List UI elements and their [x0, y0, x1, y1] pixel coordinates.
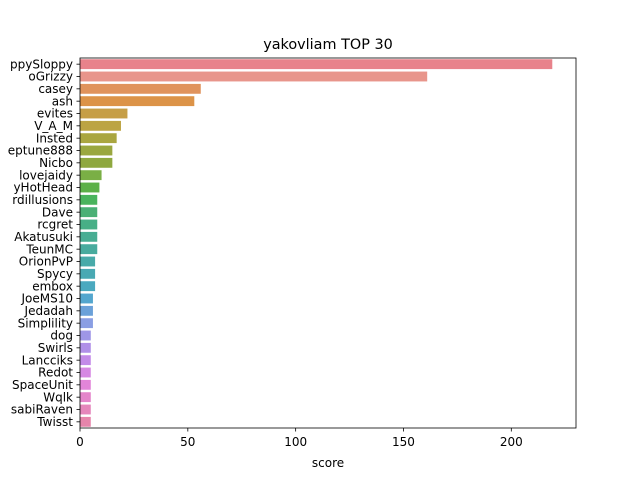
bar-rcgret [80, 219, 98, 230]
y-tick-label: V_A_M [34, 119, 73, 133]
bar-v-a-m [80, 120, 121, 131]
bar-eptune888 [80, 145, 113, 156]
bar-swirls [80, 342, 91, 353]
y-tick-labels: ppySloppyoGrizzycaseyashevitesV_A_MInste… [8, 57, 80, 429]
bar-redot [80, 367, 91, 378]
y-tick-label: SpaceUnit [12, 378, 73, 392]
y-tick-label: Lancciks [22, 353, 73, 367]
y-tick-label: eptune888 [8, 144, 73, 158]
bar-akatusuki [80, 231, 98, 242]
y-tick-label: Swirls [38, 341, 73, 355]
bar-wqlk [80, 392, 91, 403]
bar-jedadah [80, 305, 93, 316]
bar-ppysloppy [80, 59, 553, 70]
bar-simplility [80, 318, 93, 329]
bar-teunmc [80, 244, 98, 255]
axes-frame [79, 57, 577, 429]
bar-sabiraven [80, 404, 91, 415]
x-tick-label: 0 [76, 435, 84, 449]
bar-dog [80, 330, 91, 341]
y-tick-label: oGrizzy [28, 70, 73, 84]
bar-embox [80, 281, 96, 292]
x-ticks: 0 50 100 150 200 [76, 428, 523, 449]
bar-spycy [80, 268, 96, 279]
bar-casey [80, 83, 201, 94]
y-tick-label: Nicbo [39, 156, 73, 170]
y-tick-label: lovejaidy [19, 168, 73, 182]
y-tick-label: dog [50, 329, 73, 343]
y-tick-label: Spycy [37, 267, 73, 281]
bar-ogrizzy [80, 71, 428, 82]
y-tick-label: casey [38, 82, 73, 96]
y-tick-label: Redot [38, 366, 73, 380]
y-tick-label: Dave [42, 205, 73, 219]
y-tick-label: ppySloppy [10, 57, 73, 71]
y-tick-label: Twisst [36, 415, 73, 429]
bar-ash [80, 96, 195, 107]
bars-group [80, 59, 553, 427]
bar-rdillusions [80, 194, 98, 205]
y-tick-label: embox [32, 279, 73, 293]
y-tick-label: yHotHead [13, 181, 73, 195]
y-tick-label: Jedadah [24, 304, 73, 318]
y-tick-label: Insted [36, 131, 73, 145]
y-tick-label: Simplility [18, 316, 73, 330]
bar-spaceunit [80, 379, 91, 390]
y-tick-label: JoeMS10 [20, 292, 73, 306]
bar-lancciks [80, 355, 91, 366]
y-tick-label: evites [37, 107, 73, 121]
y-tick-label: ash [52, 94, 73, 108]
bar-evites [80, 108, 128, 119]
bar-joems10 [80, 293, 93, 304]
x-tick-label: 100 [284, 435, 307, 449]
x-tick-label: 150 [392, 435, 415, 449]
bar-orionpvp [80, 256, 96, 267]
bar-twisst [80, 416, 91, 427]
y-tick-label: Wqlk [43, 390, 73, 404]
bar-yhothead [80, 182, 100, 193]
chart-title: yakovliam TOP 30 [263, 37, 393, 53]
y-tick-label: OrionPvP [19, 255, 73, 269]
y-tick-label: TeunMC [25, 242, 73, 256]
x-axis-label: score [312, 456, 344, 470]
y-tick-label: rcgret [37, 218, 73, 232]
y-tick-label: rdillusions [12, 193, 73, 207]
y-tick-label: Akatusuki [14, 230, 73, 244]
bar-dave [80, 207, 98, 218]
x-tick-label: 50 [180, 435, 195, 449]
bar-nicbo [80, 157, 113, 168]
bar-lovejaidy [80, 170, 102, 181]
y-tick-label: sabiRaven [11, 403, 73, 417]
x-tick-label: 200 [500, 435, 523, 449]
bar-insted [80, 133, 117, 144]
